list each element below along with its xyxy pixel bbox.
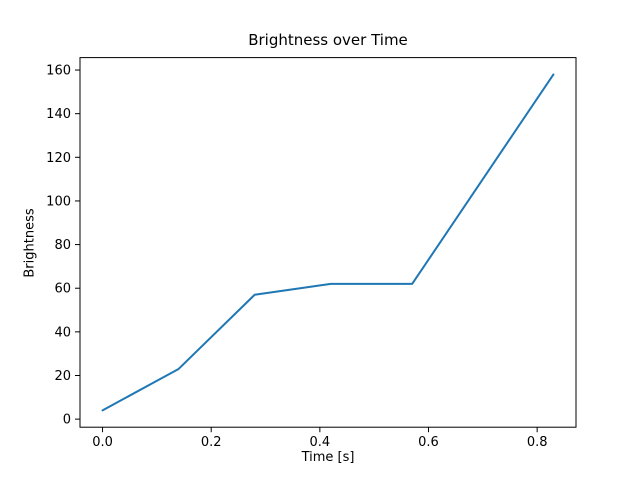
- chart-title: Brightness over Time: [248, 31, 408, 49]
- x-tick-label: 0.4: [310, 435, 331, 450]
- y-tick-label: 120: [46, 151, 71, 166]
- x-tick-label: 0.2: [201, 435, 222, 450]
- y-tick-label: 140: [46, 107, 71, 122]
- data-line: [101, 73, 555, 412]
- y-tick-label: 160: [46, 64, 71, 79]
- x-tick-label: 0.0: [92, 435, 113, 450]
- axes-spines: [79, 57, 577, 428]
- y-tick-label: 100: [46, 194, 71, 209]
- y-tick-label: 40: [54, 325, 71, 340]
- x-axis-label: Time [s]: [301, 450, 355, 465]
- y-tick-label: 60: [54, 282, 71, 297]
- x-tick-label: 0.8: [527, 435, 548, 450]
- y-tick-label: 20: [54, 369, 71, 384]
- x-tick-label: 0.6: [418, 435, 439, 450]
- y-tick-label: 80: [54, 238, 71, 253]
- y-tick-label: 0: [63, 413, 71, 428]
